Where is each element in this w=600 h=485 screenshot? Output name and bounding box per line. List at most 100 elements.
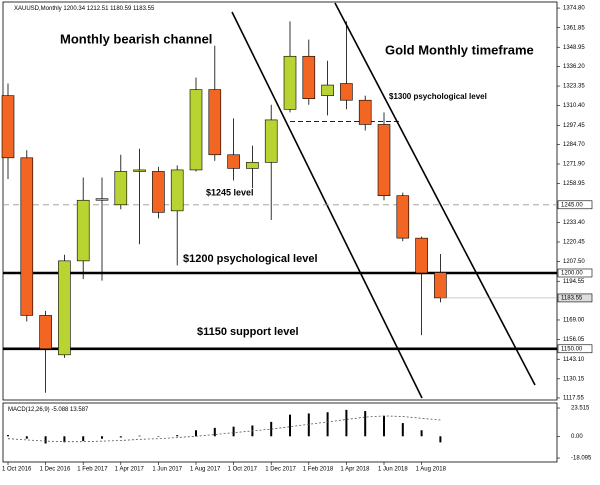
- macd-bar: [364, 411, 367, 437]
- candle-body: [152, 171, 165, 213]
- candle-body: [95, 198, 109, 201]
- y-tick-label: 1361.85: [563, 25, 585, 31]
- x-tick-label: 1 Jun 2018: [378, 467, 408, 473]
- level-label: 1245.00: [561, 202, 583, 208]
- candle-body: [170, 169, 184, 212]
- macd-bar: [7, 435, 9, 437]
- candle-body: [302, 55, 316, 99]
- annotation: $1150 support level: [197, 326, 299, 338]
- last-open: 1200.34: [63, 6, 85, 12]
- y-tick-label: 1323.35: [563, 84, 585, 90]
- candle-body: [321, 84, 334, 96]
- y-tick-label: 1233.40: [563, 220, 585, 226]
- channel-line: [334, 2, 536, 386]
- level-label-box: [557, 268, 593, 278]
- macd-bar: [138, 435, 141, 437]
- annotation: Gold Monthly timeframe: [385, 42, 534, 57]
- macd-bar: [157, 436, 160, 437]
- macd-bar: [101, 436, 103, 439]
- macd-bar: [401, 423, 404, 437]
- candle-body: [264, 119, 278, 163]
- macd-bar: [270, 421, 273, 437]
- x-tick-label: 1 Oct 2016: [2, 467, 32, 473]
- candle-body: [358, 99, 372, 125]
- y-tick-label: 1297.45: [563, 123, 585, 129]
- candle-body: [58, 260, 71, 356]
- x-tick-label: 1 Oct 2017: [228, 467, 258, 473]
- signal-line: [7, 415, 441, 443]
- macd-bar: [345, 409, 348, 437]
- x-tick-label: 1 Dec 2016: [40, 467, 71, 473]
- macd-bar: [326, 412, 329, 437]
- macd-bar: [307, 413, 310, 437]
- y-tick-label: 1348.95: [563, 45, 585, 51]
- annotation: Monthly bearish channel: [60, 31, 212, 46]
- annotation: $1200 psychological level: [183, 253, 318, 265]
- y-tick-label: 1220.45: [563, 240, 585, 246]
- main-panel: [2, 1, 558, 401]
- y-tick-label: 1169.00: [563, 318, 585, 324]
- candle-body: [20, 157, 34, 316]
- candle-body: [208, 89, 222, 156]
- macd-bar: [439, 436, 442, 443]
- y-tick-label: 1336.20: [563, 64, 585, 70]
- y-tick-label: 1130.15: [563, 376, 585, 382]
- y-tick-label: 1194.55: [563, 279, 585, 285]
- y-tick-label: 1374.80: [563, 6, 585, 12]
- y-tick-label: 1207.50: [563, 259, 585, 265]
- candle-body: [396, 195, 410, 239]
- macd-bar: [119, 436, 122, 438]
- x-tick-label: 1 Apr 2018: [340, 467, 370, 473]
- y-tick-label: 1310.40: [563, 103, 585, 109]
- y-tick-label: 1271.90: [563, 162, 585, 168]
- candle-body: [340, 83, 353, 101]
- macd-bar: [82, 436, 85, 442]
- candle-body: [189, 89, 203, 171]
- y-tick-label: 1284.70: [563, 142, 585, 148]
- macd-bar: [232, 426, 235, 437]
- y-tick-label: 1143.10: [563, 357, 585, 363]
- y-tick-label: 1156.05: [563, 337, 585, 343]
- candle-body: [246, 162, 259, 169]
- candle-body: [1, 95, 15, 159]
- annotation: $1245 level: [206, 187, 254, 197]
- level-label-box: [557, 200, 593, 210]
- candle-body: [377, 124, 391, 196]
- macd-last: -5.088: [51, 407, 69, 413]
- y-tick-label: 1117.55: [563, 396, 584, 402]
- macd-bar: [176, 435, 179, 437]
- header: XAUUSD,Monthly 1200.34 1212.51 1180.59 1…: [14, 6, 155, 12]
- x-tick-label: 1 Aug 2017: [190, 467, 221, 473]
- signal-last: 13.587: [70, 407, 89, 413]
- macd-bar: [213, 427, 216, 437]
- macd-name: MACD(12,26,9): [8, 407, 50, 413]
- price-label-box: [557, 293, 593, 303]
- y-tick-label: 23.515: [571, 406, 590, 412]
- y-tick-label: 0.00: [571, 434, 583, 440]
- candle-body: [133, 169, 146, 172]
- x-tick-label: 1 Apr 2017: [115, 467, 145, 473]
- candle-body: [76, 199, 90, 262]
- macd-header: MACD(12,26,9) -5.088 13.587: [8, 407, 89, 413]
- macd-bar: [44, 436, 47, 444]
- level-label-box: [557, 344, 593, 354]
- macd-bar: [63, 436, 66, 443]
- x-tick-label: 1 Aug 2018: [416, 467, 447, 473]
- macd-bar: [289, 414, 291, 437]
- last-high: 1212.51: [87, 6, 109, 12]
- candle-body: [39, 315, 52, 350]
- macd-bar: [383, 415, 385, 437]
- macd-bar: [25, 436, 28, 439]
- x-tick-label: 1 Feb 2017: [77, 467, 108, 473]
- symbol: XAUUSD,Monthly: [14, 6, 62, 12]
- annotation: $1300 psychological level: [389, 92, 487, 101]
- x-tick-label: 1 Dec 2017: [265, 467, 296, 473]
- macd-bar: [420, 430, 423, 437]
- x-tick-label: 1 Feb 2018: [303, 467, 334, 473]
- price-label: 1183.55: [561, 296, 583, 302]
- level-label: 1200.00: [561, 271, 583, 277]
- y-tick-label: -18.095: [571, 456, 592, 462]
- last-close: 1183.55: [133, 6, 155, 12]
